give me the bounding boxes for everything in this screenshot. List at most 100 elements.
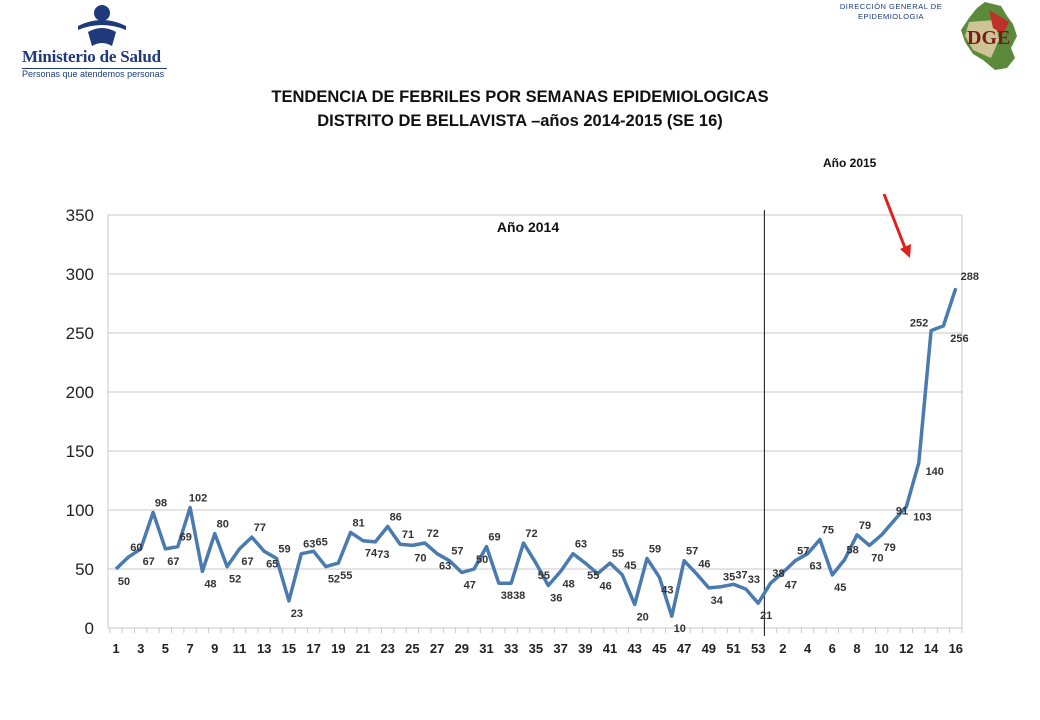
x-tick-label: 27 — [430, 641, 444, 656]
x-tick-label: 8 — [853, 641, 860, 656]
x-tick-label: 39 — [578, 641, 592, 656]
x-tick-label: 4 — [804, 641, 812, 656]
x-tick-label: 41 — [603, 641, 617, 656]
data-label: 43 — [661, 584, 673, 596]
data-label: 55 — [587, 570, 599, 582]
data-label: 50 — [476, 554, 488, 566]
dge-line-1: DIRECCIÓN GENERAL DE — [839, 2, 943, 11]
x-tick-label: 33 — [504, 641, 518, 656]
x-tick-label: 49 — [702, 641, 716, 656]
y-tick-label: 350 — [66, 206, 94, 225]
data-label: 36 — [550, 593, 562, 605]
data-label: 86 — [390, 512, 402, 524]
x-tick-label: 9 — [211, 641, 218, 656]
chart-title: TENDENCIA DE FEBRILES POR SEMANAS EPIDEM… — [271, 88, 769, 106]
data-label: 59 — [649, 543, 661, 555]
y-tick-label: 50 — [75, 560, 94, 579]
people-logo-icon — [78, 5, 126, 46]
x-tick-label: 37 — [553, 641, 567, 656]
x-tick-label: 16 — [949, 641, 963, 656]
y-tick-label: 150 — [66, 442, 94, 461]
y-tick-label: 300 — [66, 265, 94, 284]
ministry-name: Ministerio de Salud — [22, 47, 161, 66]
data-label: 47 — [785, 580, 797, 592]
data-label: 52 — [229, 574, 241, 586]
y-tick-label: 200 — [66, 383, 94, 402]
x-tick-label: 6 — [829, 641, 836, 656]
data-label: 65 — [266, 558, 278, 570]
data-label: 37 — [735, 569, 747, 581]
x-tick-label: 5 — [162, 641, 169, 656]
x-tick-label: 31 — [479, 641, 493, 656]
data-label: 69 — [488, 532, 500, 544]
data-label: 34 — [711, 595, 724, 607]
data-label: 58 — [847, 545, 859, 557]
data-label: 67 — [143, 556, 155, 568]
x-tick-label: 7 — [186, 641, 193, 656]
data-label: 50 — [118, 576, 130, 588]
data-label: 63 — [439, 561, 451, 573]
data-label: 10 — [674, 623, 686, 635]
data-label: 65 — [315, 536, 327, 548]
x-tick-label: 35 — [529, 641, 543, 656]
data-label: 63 — [809, 561, 821, 573]
chart-gridlines — [107, 214, 963, 629]
data-label: 70 — [871, 552, 883, 564]
data-label: 103 — [913, 511, 931, 523]
data-label: 48 — [204, 578, 216, 590]
dge-line-2: EPIDEMIOLOGIA — [857, 12, 925, 21]
data-label: 79 — [884, 542, 896, 554]
annotation-2014: Año 2014 — [497, 219, 559, 235]
data-label: 57 — [686, 546, 698, 558]
data-label: 67 — [241, 556, 253, 568]
data-label: 72 — [427, 528, 439, 540]
data-label: 46 — [600, 581, 612, 593]
data-label: 140 — [926, 466, 944, 478]
data-label: 70 — [414, 552, 426, 564]
data-label: 67 — [167, 556, 179, 568]
x-tick-label: 51 — [726, 641, 740, 656]
data-label: 80 — [217, 519, 229, 531]
data-label: 288 — [961, 271, 979, 283]
data-label: 63 — [303, 539, 315, 551]
y-tick-label: 100 — [66, 501, 94, 520]
x-tick-label: 23 — [380, 641, 394, 656]
data-label: 52 — [328, 574, 340, 586]
data-label: 98 — [155, 497, 167, 509]
data-label: 79 — [859, 520, 871, 532]
data-label: 71 — [402, 529, 414, 541]
series-line — [114, 287, 958, 618]
data-label: 38 — [501, 590, 513, 602]
x-tick-label: 17 — [306, 641, 320, 656]
x-tick-label: 53 — [751, 641, 765, 656]
x-tick-label: 21 — [356, 641, 370, 656]
data-label: 102 — [189, 493, 207, 505]
data-label: 69 — [180, 532, 192, 544]
data-label: 46 — [698, 559, 710, 571]
x-tick-label: 2 — [779, 641, 786, 656]
data-label: 77 — [254, 522, 266, 534]
data-label: 74 — [365, 548, 378, 560]
y-tick-label: 250 — [66, 324, 94, 343]
data-label: 75 — [822, 525, 834, 537]
data-label: 55 — [612, 548, 624, 560]
data-label: 73 — [377, 549, 389, 561]
x-tick-label: 29 — [455, 641, 469, 656]
data-label: 38 — [513, 590, 525, 602]
dge-logo-letters: DGE — [967, 27, 1010, 49]
x-tick-label: 15 — [282, 641, 296, 656]
x-tick-label: 3 — [137, 641, 144, 656]
ministerio-logo: Ministerio de Salud Personas que atendem… — [20, 4, 170, 79]
data-label: 47 — [464, 580, 476, 592]
data-label: 57 — [797, 546, 809, 558]
data-label: 60 — [130, 542, 142, 554]
dge-caption: DIRECCIÓN GENERAL DE EPIDEMIOLOGIA — [826, 2, 956, 22]
x-tick-label: 12 — [899, 641, 913, 656]
x-tick-label: 45 — [652, 641, 666, 656]
data-label: 45 — [834, 582, 846, 594]
data-label: 55 — [340, 570, 352, 582]
x-tick-label: 25 — [405, 641, 419, 656]
annotation-2015: Año 2015 — [823, 156, 877, 170]
